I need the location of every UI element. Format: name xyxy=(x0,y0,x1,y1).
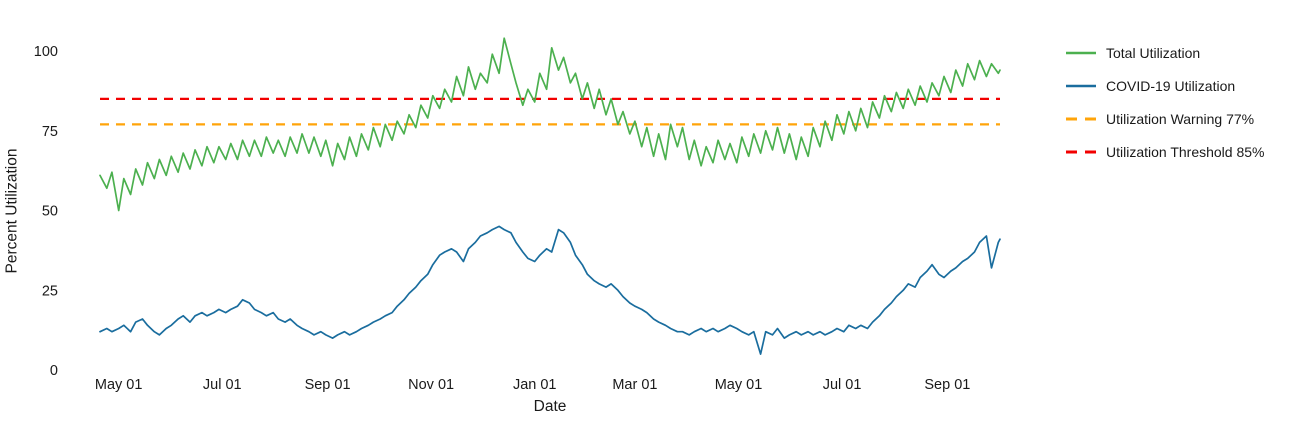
x-tick-label: May 01 xyxy=(715,377,763,393)
x-tick-label: Jul 01 xyxy=(823,377,862,393)
x-tick-label: Sep 01 xyxy=(924,377,970,393)
total-utilization-line xyxy=(99,37,1001,212)
x-tick-label: Sep 01 xyxy=(305,377,351,393)
total-utilization-swatch-icon xyxy=(1066,51,1096,54)
legend-item-utilization-warning-77: Utilization Warning 77% xyxy=(1066,102,1265,135)
legend: Total Utilization COVID-19 Utilization Uti… xyxy=(1066,36,1265,168)
covid-19-utilization-line xyxy=(99,225,1001,355)
x-axis-title: Date xyxy=(533,398,567,415)
legend-item-utilization-threshold-85: Utilization Threshold 85% xyxy=(1066,135,1265,168)
x-tick-label: Jan 01 xyxy=(513,377,557,393)
y-tick-label: 25 xyxy=(42,283,58,299)
y-tick-label: 100 xyxy=(34,44,58,60)
covid-19-utilization-swatch-icon xyxy=(1066,84,1096,87)
legend-label: Utilization Threshold 85% xyxy=(1106,143,1265,160)
y-tick-label: 50 xyxy=(42,204,58,220)
x-tick-label: May 01 xyxy=(95,377,143,393)
y-tick-label: 0 xyxy=(50,363,58,379)
y-tick-label: 75 xyxy=(42,124,58,140)
x-tick-label: Mar 01 xyxy=(612,377,657,393)
x-tick-label: Nov 01 xyxy=(408,377,454,393)
utilization-warning-77-swatch-icon xyxy=(1066,117,1096,120)
legend-label: COVID-19 Utilization xyxy=(1106,77,1236,94)
legend-item-covid-19-utilization: COVID-19 Utilization xyxy=(1066,69,1265,102)
x-tick-label: Jul 01 xyxy=(203,377,242,393)
legend-label: Utilization Warning 77% xyxy=(1106,110,1255,127)
legend-item-total-utilization: Total Utilization xyxy=(1066,36,1265,69)
legend-label: Total Utilization xyxy=(1106,44,1201,61)
y-axis-title: Percent Utilization xyxy=(3,148,21,274)
utilization-threshold-85-swatch-icon xyxy=(1066,150,1096,153)
